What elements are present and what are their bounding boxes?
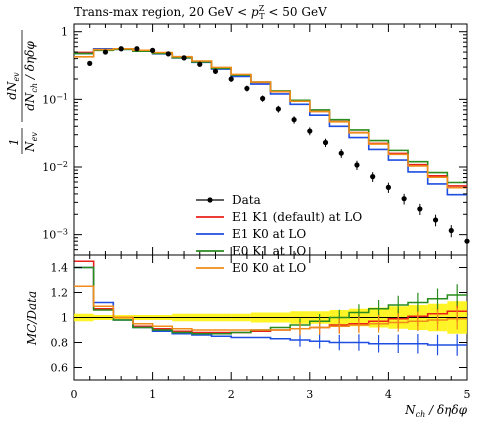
- svg-text:1: 1: [7, 138, 21, 146]
- x-tick-label: 1: [149, 388, 156, 401]
- legend-label-data: Data: [232, 193, 261, 207]
- data-point: [87, 60, 93, 66]
- data-point: [370, 174, 376, 180]
- data-point: [401, 196, 407, 202]
- ratio-y-tick-label: 0.6: [51, 362, 69, 375]
- data-point: [150, 47, 156, 53]
- legend-label-series: E1 K0 at LO: [232, 227, 306, 241]
- data-point: [165, 51, 171, 57]
- x-tick-label: 5: [464, 388, 471, 401]
- mc-histogram-line: [74, 47, 467, 189]
- ratio-panel: [73, 254, 468, 381]
- data-point: [212, 68, 219, 74]
- svg-text:dNev: dNev: [5, 72, 21, 100]
- data-point: [134, 46, 140, 52]
- y-tick-label: 10−3: [42, 227, 68, 242]
- data-point: [354, 162, 360, 168]
- x-tick-label: 3: [306, 388, 313, 401]
- data-point: [197, 61, 203, 67]
- data-point: [448, 227, 454, 234]
- legend-item-data: Data: [196, 193, 261, 207]
- data-point: [118, 46, 124, 52]
- mc-histogram-line: [74, 47, 467, 196]
- ratio-y-tick-label: 1.2: [51, 287, 69, 300]
- legend-label-series: E1 K1 (default) at LO: [232, 210, 362, 224]
- legend-label-series: E0 K0 at LO: [232, 261, 306, 275]
- ratio-y-tick-label: 1.4: [51, 262, 69, 275]
- data-point: [417, 206, 423, 212]
- legend-item-series: E1 K1 (default) at LO: [196, 210, 362, 224]
- x-tick-label: 2: [228, 388, 235, 401]
- x-tick-label: 0: [71, 388, 78, 401]
- x-axis-label: Nch / δηδφ: [404, 403, 467, 419]
- data-point: [181, 55, 187, 61]
- data-point: [102, 49, 109, 55]
- chart-title: Trans-max region, 20 GeV < pZ T < 50 GeV: [74, 4, 327, 21]
- ratio-y-tick-label: 0.8: [51, 337, 69, 350]
- data-point: [322, 139, 329, 146]
- axes-text: 0 1 2 3 4 5 1 10−1 10−2 10−3 0.6 0.8 1 1.2 1.4 Trans-ma…: [5, 4, 471, 419]
- data-point: [228, 76, 234, 82]
- data-point: [291, 117, 297, 123]
- x-tick-label: 4: [385, 388, 392, 401]
- legend-item-series: E1 K0 at LO: [196, 227, 306, 241]
- ratio-histogram-line: [74, 285, 467, 331]
- y-tick-label: 10−2: [42, 159, 68, 174]
- ratio-y-axis-label: MC/Data: [25, 291, 39, 346]
- data-point: [275, 106, 281, 112]
- data-point: [432, 217, 439, 223]
- ratio-histogram-line: [74, 266, 467, 335]
- svg-text:Nev: Nev: [23, 132, 39, 153]
- legend-label-series: E0 K1 at LO: [232, 244, 306, 258]
- data-point: [464, 238, 470, 244]
- legend-item-series: E0 K0 at LO: [196, 261, 306, 275]
- data-point: [338, 150, 344, 156]
- data-point: [385, 184, 391, 190]
- legend-item-series: E0 K1 at LO: [196, 244, 306, 258]
- data-point: [260, 95, 266, 102]
- ratio-y-tick-label: 1: [61, 312, 68, 325]
- y-tick-label: 1: [61, 26, 68, 39]
- data-point: [307, 128, 313, 134]
- svg-text:dNch / δηδφ: dNch / δηδφ: [23, 41, 39, 111]
- legend: Data E1 K1 (default) at LO E1 K0 at LO E0 K…: [196, 193, 362, 275]
- y-tick-label: 10−1: [42, 92, 68, 107]
- data-point: [244, 85, 250, 92]
